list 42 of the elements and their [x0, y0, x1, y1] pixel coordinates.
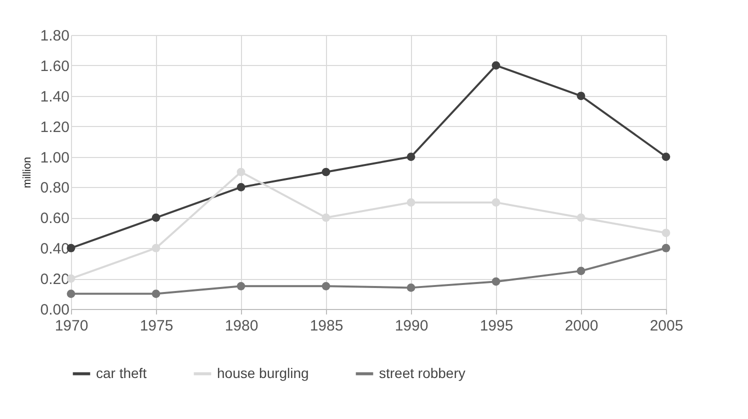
- point: [406, 198, 416, 207]
- x-tick-label: 2005: [650, 318, 684, 334]
- point: [322, 168, 330, 176]
- point: [492, 198, 500, 207]
- point: [66, 290, 76, 298]
- point: [236, 168, 246, 176]
- legend-label: car theft: [96, 364, 147, 381]
- point: [322, 213, 330, 222]
- x-tick-label: 1970: [54, 318, 88, 334]
- y-tick-label: 1.80: [40, 28, 70, 44]
- point: [152, 244, 160, 252]
- x-tick-label: 1975: [140, 318, 174, 334]
- point: [662, 228, 670, 238]
- point: [576, 213, 586, 222]
- y-tick-label: 0.80: [40, 180, 70, 197]
- point: [236, 183, 246, 192]
- point: [406, 284, 416, 292]
- y-axis-title: million: [21, 156, 34, 188]
- point: [406, 152, 416, 161]
- point: [492, 277, 500, 286]
- point: [322, 282, 330, 290]
- y-tick-label: 0.00: [40, 302, 70, 318]
- point: [662, 152, 670, 161]
- point: [152, 290, 160, 298]
- y-tick-label: 0.60: [40, 210, 70, 228]
- point: [152, 213, 160, 222]
- y-tick-label: 1.40: [40, 88, 70, 106]
- point: [576, 92, 586, 100]
- point: [662, 244, 670, 252]
- x-tick-label: 1995: [480, 318, 514, 334]
- point: [236, 282, 246, 290]
- y-tick-label: 1.20: [40, 118, 70, 136]
- y-tick-label: 1.60: [40, 58, 70, 75]
- x-tick-label: 2000: [564, 318, 598, 334]
- x-tick-label: 1980: [224, 318, 258, 334]
- legend-label: house burgling: [217, 364, 309, 381]
- point: [576, 266, 586, 276]
- x-tick-label: 1985: [310, 318, 344, 334]
- y-tick-label: 1.00: [40, 149, 70, 166]
- x-tick-label: 1990: [394, 318, 428, 334]
- legend-label: street robbery: [379, 364, 466, 381]
- point: [492, 61, 500, 70]
